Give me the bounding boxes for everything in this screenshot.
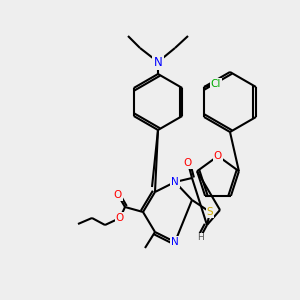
Text: N: N — [171, 177, 179, 187]
Text: O: O — [214, 151, 222, 161]
Text: H: H — [196, 233, 203, 242]
Text: O: O — [114, 190, 122, 200]
Text: Cl: Cl — [211, 79, 221, 89]
Text: N: N — [171, 237, 179, 247]
Text: O: O — [116, 213, 124, 223]
Text: S: S — [207, 207, 213, 217]
Text: O: O — [184, 158, 192, 168]
Text: N: N — [154, 56, 162, 68]
